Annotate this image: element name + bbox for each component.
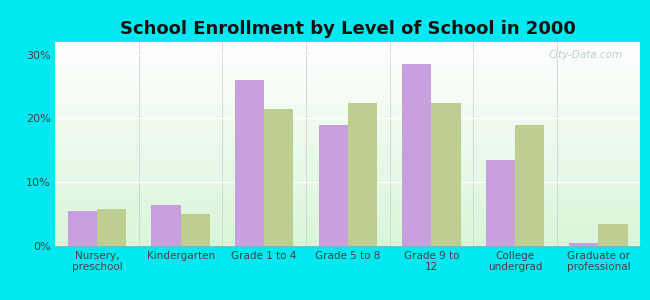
Bar: [432, 103, 461, 246]
Bar: [599, 224, 628, 246]
Text: City-Data.com: City-Data.com: [549, 50, 623, 60]
Bar: [151, 205, 181, 246]
Bar: [486, 160, 515, 246]
Title: School Enrollment by Level of School in 2000: School Enrollment by Level of School in …: [120, 20, 576, 38]
Bar: [348, 103, 377, 246]
Bar: [264, 109, 293, 246]
Bar: [235, 80, 264, 246]
Bar: [318, 125, 348, 246]
Bar: [68, 211, 97, 246]
Bar: [97, 209, 126, 246]
Bar: [181, 214, 210, 246]
Bar: [402, 64, 432, 246]
Bar: [569, 243, 599, 246]
Bar: [515, 125, 544, 246]
